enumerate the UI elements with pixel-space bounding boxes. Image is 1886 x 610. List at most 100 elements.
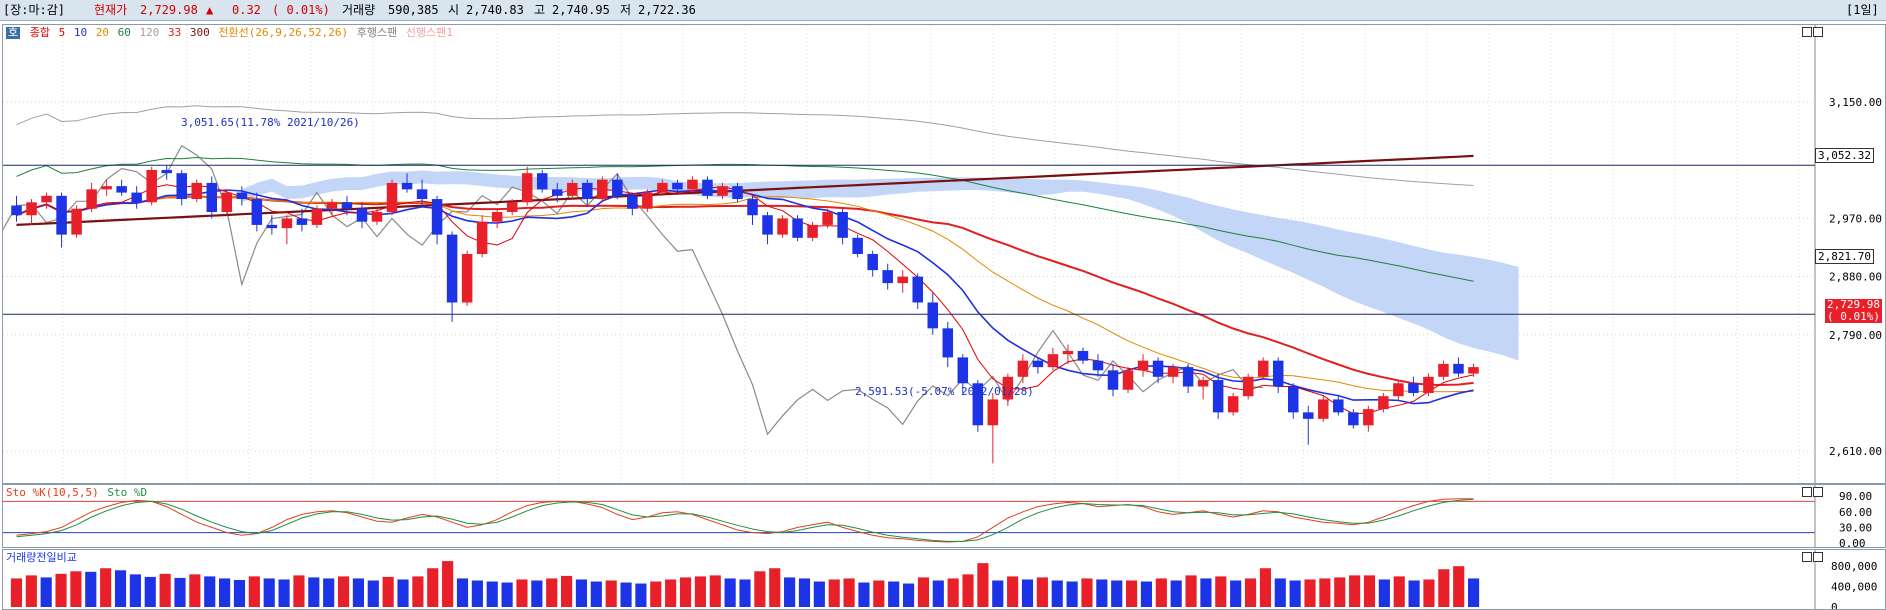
- sto-window-buttons: [1801, 487, 1823, 500]
- volume-bar: [129, 574, 141, 607]
- candle-body: [807, 224, 818, 238]
- volume-bar: [932, 580, 944, 607]
- volume-bar: [917, 577, 929, 607]
- candle-body: [792, 218, 803, 238]
- legend-item-leading-span[interactable]: 선행스팬1: [405, 26, 453, 39]
- stochastic-pane[interactable]: Sto %K(10,5,5) Sto %D 90.00 60.00 30.00 0.0…: [2, 484, 1886, 548]
- candle-body: [927, 302, 939, 329]
- volume-bar: [635, 583, 647, 607]
- legend-item-ma60[interactable]: 60: [117, 26, 131, 39]
- candle-body: [762, 215, 773, 235]
- volume-bar: [1349, 575, 1361, 607]
- legend-item-ma5[interactable]: 5: [58, 26, 66, 39]
- vol-window-buttons: [1801, 552, 1823, 565]
- candle-body: [206, 182, 218, 212]
- candle-body: [1062, 350, 1074, 355]
- candle-body: [777, 218, 788, 235]
- restore-icon[interactable]: [1802, 487, 1812, 497]
- volume-bar: [1200, 578, 1212, 607]
- current-price-tag-value: 2,729.98: [1827, 298, 1880, 311]
- volume-bar: [456, 578, 469, 607]
- volume-bar: [293, 575, 305, 607]
- pane-window-buttons: [1801, 27, 1823, 40]
- volume-pane[interactable]: 거래량전일비교 800,000 400,000 0: [2, 549, 1886, 610]
- volume-bar: [784, 577, 796, 607]
- candle-body: [221, 192, 233, 212]
- candle-body: [11, 205, 22, 216]
- upper-line-price-tag: 3,052.32: [1815, 148, 1874, 163]
- candle-body: [912, 276, 923, 303]
- current-price-tag: 2,729.98 ( 0.01%): [1825, 299, 1882, 323]
- sto-legend: Sto %K(10,5,5) Sto %D: [6, 487, 149, 499]
- volume-chart: 800,000 400,000 0: [10, 550, 1877, 609]
- candle-body: [146, 169, 157, 203]
- close-icon[interactable]: [1813, 552, 1823, 562]
- candle-body: [882, 270, 893, 284]
- legend-item-ma10[interactable]: 10: [73, 26, 88, 39]
- close-icon[interactable]: [1813, 487, 1823, 497]
- volume-bar: [1081, 578, 1093, 607]
- period-selector[interactable]: [1일]: [1846, 3, 1879, 17]
- candle-body: [1333, 399, 1344, 413]
- volume-bar: [1393, 576, 1405, 607]
- candle-body: [1287, 386, 1299, 413]
- volume-bar: [397, 579, 409, 607]
- price-change-pct: ( 0.01%): [272, 3, 330, 17]
- candle-body: [311, 208, 323, 225]
- candle-body: [1077, 350, 1089, 361]
- candle-body: [71, 208, 82, 235]
- volume-bar: [352, 578, 364, 607]
- candle-body: [356, 208, 368, 222]
- candle-body: [191, 182, 203, 200]
- sto-k-legend[interactable]: Sto %K(10,5,5): [6, 486, 99, 499]
- candle-body: [852, 237, 863, 254]
- volume-legend[interactable]: 거래량전일비교: [6, 551, 77, 564]
- ma120-line: [16, 105, 1474, 186]
- legend-item-ichimoku[interactable]: 전환선(26,9,26,52,26): [218, 26, 349, 39]
- legend-item-ma20[interactable]: 20: [95, 26, 109, 39]
- volume-bar: [992, 580, 1004, 607]
- volume-bar: [55, 573, 67, 607]
- volume-bar: [947, 578, 959, 607]
- volume-bar: [724, 578, 736, 607]
- volume-bar: [1244, 578, 1257, 607]
- candle-body: [1017, 360, 1029, 377]
- high-value: 2,740.95: [552, 3, 610, 17]
- volume-bar: [1378, 579, 1390, 607]
- sto-d-legend[interactable]: Sto %D: [107, 486, 148, 499]
- legend-item-ma33[interactable]: 33: [168, 26, 182, 39]
- candle-body: [732, 186, 743, 200]
- candle-body: [1032, 360, 1044, 368]
- candle-body: [717, 186, 728, 196]
- volume-bar: [337, 576, 350, 607]
- volume-bar: [754, 571, 766, 607]
- candle-body: [867, 254, 878, 271]
- legend-item-lagging-span[interactable]: 후행스팬: [356, 26, 398, 39]
- legend-item-ma300[interactable]: 300: [189, 26, 210, 39]
- volume-bar: [1289, 580, 1301, 607]
- restore-icon[interactable]: [1802, 552, 1812, 562]
- candle-body: [1393, 383, 1404, 397]
- volume-label: 거래량: [342, 3, 376, 17]
- up-arrow-icon: ▲: [206, 3, 214, 17]
- chart-settings-icon[interactable]: 호: [6, 26, 21, 39]
- price-chart-pane[interactable]: 호 종합 5 10 20 60 120 33 300 전환선(26,9,26,5…: [2, 24, 1886, 484]
- candle-body: [326, 202, 338, 209]
- volume-bar: [100, 568, 112, 607]
- legend-item-ma120[interactable]: 120: [139, 26, 160, 39]
- restore-icon[interactable]: [1802, 27, 1812, 37]
- volume-bar: [189, 574, 201, 607]
- high-label: 고: [534, 3, 546, 17]
- volume-tick-label: 400,000: [1831, 581, 1877, 594]
- volume-bar: [1051, 580, 1063, 607]
- candle-body: [26, 202, 37, 216]
- legend-item-composite[interactable]: 종합: [29, 26, 50, 39]
- volume-tick-label: 0: [1831, 601, 1838, 609]
- candle-body: [131, 192, 142, 203]
- volume-bar: [323, 578, 335, 607]
- y-tick-label: 2,880.00: [1829, 271, 1882, 284]
- volume-bar: [1334, 577, 1346, 607]
- close-icon[interactable]: [1813, 27, 1823, 37]
- volume-bar: [1007, 576, 1019, 607]
- candle-body: [461, 254, 473, 303]
